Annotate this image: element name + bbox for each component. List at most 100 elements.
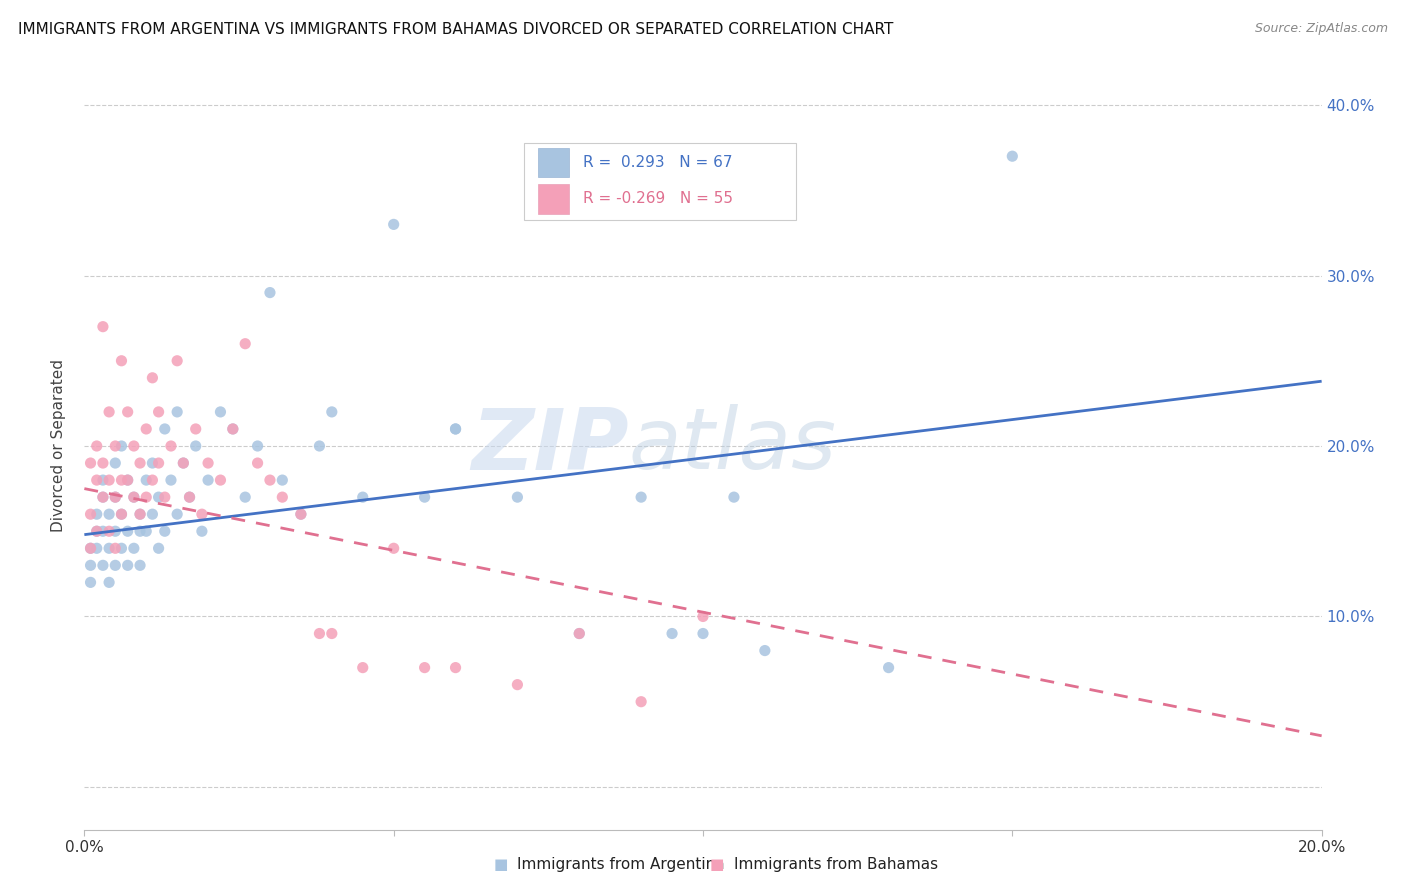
- Point: [86, 524, 108, 539]
- Text: R =  0.293   N = 67: R = 0.293 N = 67: [583, 154, 733, 169]
- Point: [184, 439, 207, 453]
- Point: [129, 507, 152, 521]
- Point: [233, 336, 256, 351]
- Point: [308, 439, 330, 453]
- Text: Immigrants from Bahamas: Immigrants from Bahamas: [734, 857, 938, 872]
- Point: [86, 524, 108, 539]
- Point: [506, 678, 529, 692]
- Point: [382, 541, 405, 556]
- Point: [135, 490, 157, 504]
- Point: [104, 456, 127, 470]
- Point: [110, 507, 132, 521]
- Point: [79, 507, 101, 521]
- Point: [352, 490, 374, 504]
- Point: [135, 524, 157, 539]
- Point: [506, 490, 529, 504]
- Point: [222, 422, 245, 436]
- Point: [98, 507, 121, 521]
- Point: [630, 695, 652, 709]
- Text: Immigrants from Argentina: Immigrants from Argentina: [517, 857, 725, 872]
- Point: [191, 507, 214, 521]
- Point: [110, 473, 132, 487]
- Point: [246, 439, 269, 453]
- Text: atlas: atlas: [628, 404, 837, 488]
- Point: [1001, 149, 1024, 163]
- Point: [135, 422, 157, 436]
- Point: [153, 490, 176, 504]
- Point: [86, 507, 108, 521]
- Point: [444, 422, 467, 436]
- Point: [141, 456, 163, 470]
- Point: [148, 490, 170, 504]
- Point: [129, 507, 152, 521]
- Point: [160, 473, 183, 487]
- Point: [91, 558, 114, 573]
- Point: [79, 456, 101, 470]
- Point: [148, 541, 170, 556]
- Point: [79, 558, 101, 573]
- Point: [141, 371, 163, 385]
- Point: [86, 439, 108, 453]
- Point: [290, 507, 312, 521]
- Point: [98, 473, 121, 487]
- Point: [692, 609, 714, 624]
- Point: [141, 507, 163, 521]
- Point: [877, 660, 900, 674]
- Point: [98, 575, 121, 590]
- Point: [129, 456, 152, 470]
- Text: IMMIGRANTS FROM ARGENTINA VS IMMIGRANTS FROM BAHAMAS DIVORCED OR SEPARATED CORRE: IMMIGRANTS FROM ARGENTINA VS IMMIGRANTS …: [18, 22, 894, 37]
- Point: [122, 541, 145, 556]
- Point: [754, 643, 776, 657]
- Point: [91, 319, 114, 334]
- Point: [160, 439, 183, 453]
- Point: [79, 541, 101, 556]
- Point: [271, 473, 294, 487]
- Point: [184, 422, 207, 436]
- Text: ■: ■: [710, 857, 724, 872]
- Point: [352, 660, 374, 674]
- Point: [197, 473, 219, 487]
- Point: [259, 473, 281, 487]
- Point: [117, 405, 139, 419]
- Point: [661, 626, 683, 640]
- Point: [91, 524, 114, 539]
- Text: Source: ZipAtlas.com: Source: ZipAtlas.com: [1254, 22, 1388, 36]
- Point: [568, 626, 591, 640]
- Point: [122, 439, 145, 453]
- Point: [129, 558, 152, 573]
- Point: [568, 626, 591, 640]
- Point: [104, 490, 127, 504]
- Point: [172, 456, 194, 470]
- Point: [91, 456, 114, 470]
- Point: [172, 456, 194, 470]
- Point: [104, 541, 127, 556]
- Point: [148, 456, 170, 470]
- Point: [209, 473, 232, 487]
- Point: [104, 524, 127, 539]
- Point: [148, 405, 170, 419]
- Point: [222, 422, 245, 436]
- Text: R = -0.269   N = 55: R = -0.269 N = 55: [583, 192, 733, 206]
- Point: [444, 660, 467, 674]
- Point: [290, 507, 312, 521]
- Point: [723, 490, 745, 504]
- Point: [209, 405, 232, 419]
- Point: [104, 439, 127, 453]
- Point: [321, 626, 343, 640]
- Point: [122, 490, 145, 504]
- Point: [259, 285, 281, 300]
- Point: [79, 575, 101, 590]
- Point: [166, 405, 188, 419]
- Point: [197, 456, 219, 470]
- Bar: [538, 147, 569, 177]
- Point: [122, 490, 145, 504]
- Point: [98, 405, 121, 419]
- Point: [104, 490, 127, 504]
- Point: [98, 524, 121, 539]
- Point: [91, 490, 114, 504]
- Point: [110, 507, 132, 521]
- Point: [382, 218, 405, 232]
- Point: [692, 626, 714, 640]
- Point: [166, 353, 188, 368]
- Point: [166, 507, 188, 521]
